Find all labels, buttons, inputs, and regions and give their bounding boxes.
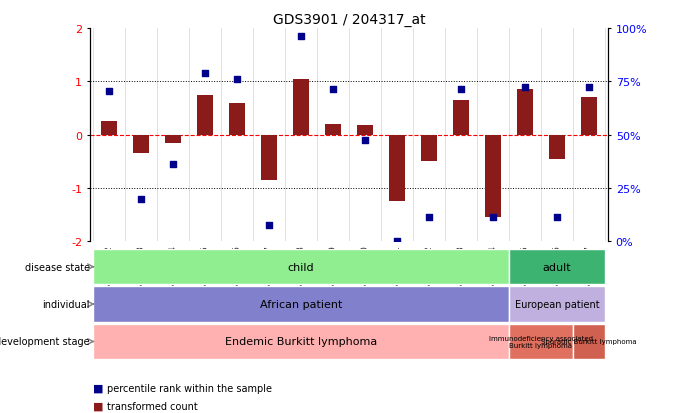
Text: development stage: development stage — [0, 337, 90, 347]
Point — [263, 222, 274, 229]
Bar — [197, 95, 213, 135]
Point — [424, 214, 435, 221]
Point — [231, 76, 243, 83]
Point — [167, 161, 178, 168]
Bar — [229, 103, 245, 135]
Bar — [421, 135, 437, 162]
Point — [135, 196, 146, 202]
Title: GDS3901 / 204317_at: GDS3901 / 204317_at — [273, 12, 425, 26]
Point — [487, 214, 498, 221]
Text: European patient: European patient — [515, 299, 599, 309]
Text: transformed count: transformed count — [107, 401, 198, 411]
Bar — [165, 135, 181, 143]
FancyBboxPatch shape — [509, 249, 605, 285]
Point — [455, 87, 466, 93]
Point — [583, 84, 594, 91]
Text: child: child — [287, 262, 314, 272]
FancyBboxPatch shape — [93, 324, 509, 359]
Bar — [453, 101, 469, 135]
Text: adult: adult — [542, 262, 571, 272]
FancyBboxPatch shape — [93, 287, 509, 322]
Bar — [357, 126, 373, 135]
FancyBboxPatch shape — [93, 249, 509, 285]
FancyBboxPatch shape — [509, 324, 573, 359]
Point — [520, 84, 531, 91]
Point — [328, 87, 339, 93]
Point — [551, 214, 562, 221]
Text: African patient: African patient — [260, 299, 342, 309]
Bar — [325, 125, 341, 135]
Bar — [485, 135, 501, 218]
FancyBboxPatch shape — [509, 287, 605, 322]
Point — [359, 137, 370, 144]
Text: disease state: disease state — [25, 262, 90, 272]
Text: percentile rank within the sample: percentile rank within the sample — [107, 383, 272, 393]
Bar — [101, 122, 117, 135]
Bar — [389, 135, 405, 202]
Text: Endemic Burkitt lymphoma: Endemic Burkitt lymphoma — [225, 337, 377, 347]
Text: ■: ■ — [93, 383, 104, 393]
Bar — [549, 135, 565, 159]
Text: individual: individual — [42, 299, 90, 309]
Text: Immunodeficiency associated
Burkitt lymphoma: Immunodeficiency associated Burkitt lymp… — [489, 335, 593, 348]
Text: Sporadic Burkitt lymphoma: Sporadic Burkitt lymphoma — [541, 339, 636, 344]
Text: ■: ■ — [93, 401, 104, 411]
Bar — [293, 79, 309, 135]
Point — [296, 33, 307, 40]
Bar — [133, 135, 149, 154]
FancyBboxPatch shape — [573, 324, 605, 359]
Point — [104, 88, 115, 95]
Bar — [261, 135, 277, 180]
Point — [200, 71, 211, 77]
Point — [391, 238, 402, 245]
Bar — [581, 98, 597, 135]
Bar — [517, 90, 533, 135]
